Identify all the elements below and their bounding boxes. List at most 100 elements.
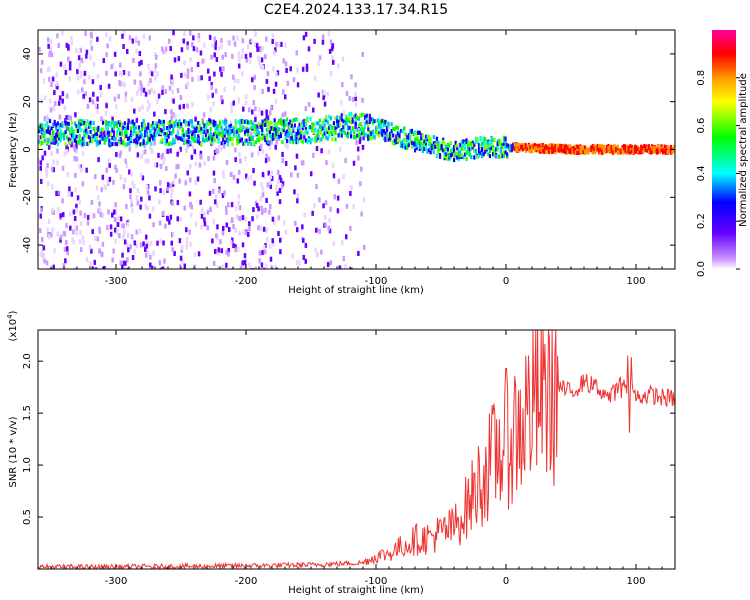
heatmap-cell bbox=[301, 139, 304, 144]
heatmap-cell bbox=[309, 137, 312, 142]
heatmap-cell bbox=[153, 140, 156, 146]
heatmap-cell bbox=[254, 106, 257, 112]
heatmap-cell bbox=[343, 130, 346, 135]
heatmap-cell bbox=[291, 253, 294, 259]
heatmap-cell bbox=[232, 243, 235, 249]
heatmap-cell bbox=[390, 128, 393, 133]
heatmap-cell bbox=[654, 149, 657, 154]
heatmap-cell bbox=[601, 144, 604, 149]
heatmap-cell bbox=[599, 147, 602, 152]
heatmap-cell bbox=[274, 99, 278, 105]
heatmap-cell bbox=[238, 56, 241, 62]
heatmap-cell bbox=[506, 145, 509, 150]
heatmap-cell bbox=[417, 139, 420, 144]
heatmap-cell bbox=[216, 148, 220, 154]
heatmap-cell bbox=[149, 254, 152, 260]
heatmap-cell bbox=[161, 137, 164, 142]
heatmap-cell bbox=[334, 126, 337, 131]
heatmap-cell bbox=[344, 158, 347, 164]
heatmap-cell bbox=[348, 131, 351, 136]
heatmap-cell bbox=[179, 136, 183, 141]
heatmap-cell bbox=[105, 120, 108, 125]
heatmap-cell bbox=[268, 144, 272, 150]
heatmap-cell bbox=[245, 128, 248, 133]
heatmap-cell bbox=[123, 131, 126, 136]
heatmap-cell bbox=[53, 121, 56, 126]
heatmap-cell bbox=[229, 137, 233, 142]
heatmap-cell bbox=[352, 204, 355, 210]
heatmap-cell bbox=[162, 189, 166, 195]
heatmap-cell bbox=[203, 130, 206, 135]
heatmap-cell bbox=[223, 190, 226, 196]
heatmap-cell bbox=[496, 142, 499, 147]
heatmap-cell bbox=[296, 131, 300, 136]
heatmap-cell bbox=[248, 136, 251, 141]
heatmap-cell bbox=[98, 139, 102, 144]
heatmap-cell bbox=[117, 120, 120, 125]
heatmap-cell bbox=[38, 139, 41, 144]
heatmap-cell bbox=[638, 150, 641, 155]
heatmap-cell bbox=[276, 70, 280, 76]
heatmap-cell bbox=[353, 135, 356, 140]
heatmap-cell bbox=[119, 141, 122, 146]
heatmap-cell bbox=[41, 124, 44, 129]
heatmap-cell bbox=[284, 61, 288, 67]
heatmap-cell bbox=[629, 150, 632, 155]
heatmap-cell bbox=[139, 80, 142, 86]
heatmap-cell bbox=[484, 137, 487, 142]
heatmap-cell bbox=[153, 137, 156, 142]
heatmap-cell bbox=[85, 257, 89, 263]
heatmap-cell bbox=[129, 194, 132, 200]
heatmap-cell bbox=[647, 146, 651, 151]
heatmap-cell bbox=[261, 65, 265, 71]
heatmap-cell bbox=[456, 143, 459, 148]
heatmap-cell bbox=[68, 65, 72, 71]
heatmap-cell bbox=[259, 136, 262, 141]
heatmap-cell bbox=[136, 200, 140, 206]
heatmap-cell bbox=[346, 126, 350, 131]
heatmap-cell bbox=[356, 116, 359, 121]
heatmap-cell bbox=[452, 148, 456, 153]
heatmap-cell bbox=[256, 124, 259, 129]
heatmap-cell bbox=[172, 140, 175, 145]
heatmap-cell bbox=[449, 140, 453, 145]
heatmap-cell bbox=[44, 131, 47, 136]
heatmap-cell bbox=[151, 121, 155, 126]
heatmap-cell bbox=[47, 43, 50, 49]
heatmap-cell bbox=[243, 141, 247, 146]
heatmap-cell bbox=[48, 134, 52, 140]
heatmap-cell bbox=[234, 247, 237, 253]
heatmap-cell bbox=[101, 120, 105, 125]
y-tick-label: 2.0 bbox=[22, 353, 33, 369]
heatmap-cell bbox=[221, 99, 224, 105]
heatmap-cell bbox=[242, 264, 246, 269]
heatmap-cell bbox=[41, 140, 44, 145]
heatmap-cell bbox=[485, 145, 488, 150]
heatmap-cell bbox=[247, 120, 250, 125]
heatmap-cell bbox=[490, 141, 493, 146]
heatmap-cell bbox=[579, 149, 582, 154]
heatmap-cell bbox=[209, 135, 212, 140]
heatmap-cell bbox=[244, 216, 248, 222]
heatmap-cell bbox=[198, 141, 201, 146]
heatmap-cell bbox=[59, 122, 63, 127]
heatmap-cell bbox=[92, 121, 95, 126]
heatmap-cell bbox=[111, 63, 115, 69]
heatmap-cell bbox=[393, 138, 396, 143]
heatmap-cell bbox=[404, 132, 407, 137]
heatmap-cell bbox=[524, 144, 527, 149]
heatmap-cell bbox=[119, 137, 123, 143]
heatmap-cell bbox=[362, 197, 366, 203]
heatmap-cell bbox=[596, 143, 599, 148]
heatmap-cell bbox=[83, 121, 86, 126]
heatmap-cell bbox=[122, 30, 126, 36]
heatmap-cell bbox=[161, 266, 164, 269]
heatmap-cell bbox=[227, 251, 230, 257]
heatmap-cell bbox=[80, 119, 83, 124]
heatmap-cell bbox=[88, 244, 92, 250]
heatmap-cell bbox=[234, 120, 237, 125]
heatmap-cell bbox=[39, 252, 43, 258]
heatmap-cell bbox=[86, 220, 90, 226]
heatmap-cell bbox=[460, 140, 463, 145]
heatmap-cell bbox=[191, 144, 195, 150]
